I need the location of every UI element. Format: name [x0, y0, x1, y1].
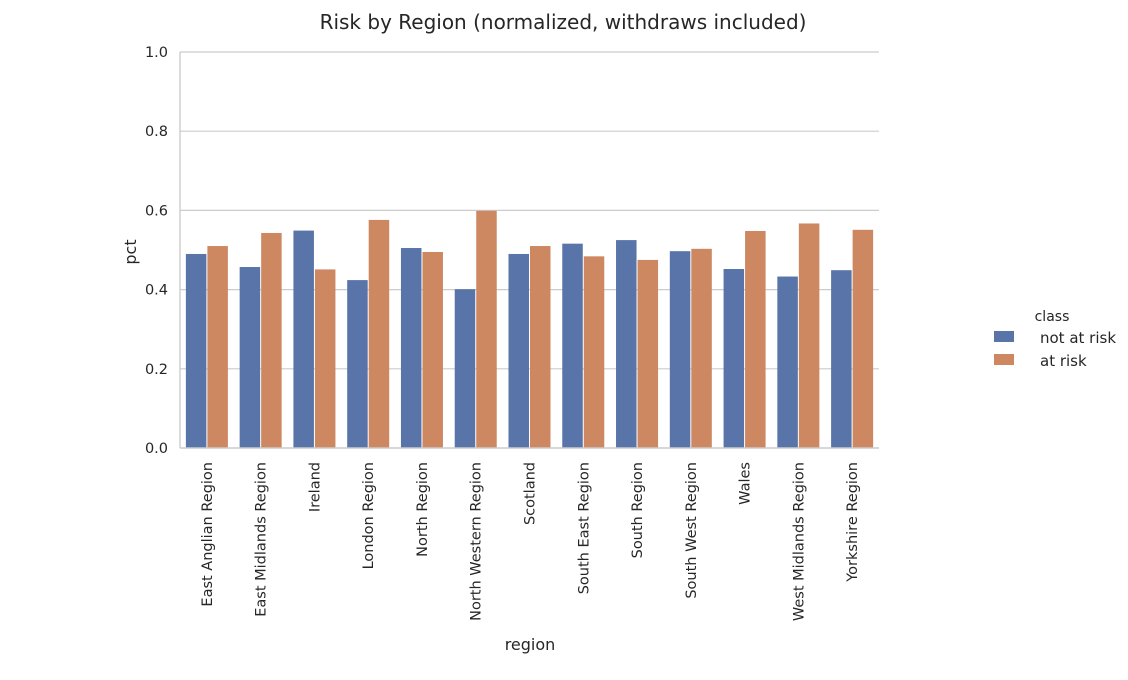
- x-tick-label: South West Region: [684, 462, 700, 599]
- legend-label: not at risk: [1040, 329, 1116, 347]
- bar-not-at-risk: [454, 289, 476, 448]
- bar-at-risk: [852, 229, 874, 448]
- bar-at-risk: [637, 259, 659, 448]
- x-tick-label: London Region: [361, 462, 377, 569]
- bar-not-at-risk: [400, 248, 422, 448]
- x-tick-label: Ireland: [307, 462, 323, 512]
- y-tick-label: 0.8: [145, 124, 168, 140]
- bar-at-risk: [422, 251, 443, 448]
- legend-label: at risk: [1040, 352, 1087, 370]
- x-tick-label: East Anglian Region: [200, 462, 216, 607]
- bar-at-risk: [314, 269, 336, 448]
- legend-swatch: [994, 354, 1014, 365]
- x-tick-labels: East Anglian Region East Midlands Region I…: [200, 462, 861, 621]
- x-tick-label: West Midlands Region: [791, 462, 807, 621]
- bar-not-at-risk: [508, 253, 529, 448]
- bar-not-at-risk: [562, 243, 583, 448]
- bar-at-risk: [745, 230, 766, 448]
- x-tick-label: North Region: [415, 462, 431, 557]
- bar-not-at-risk: [616, 240, 637, 448]
- bar-not-at-risk: [239, 267, 261, 448]
- bar-not-at-risk: [831, 270, 852, 448]
- y-axis-label: pct: [121, 239, 140, 264]
- bar-at-risk: [207, 246, 228, 448]
- x-tick-label: East Midlands Region: [254, 462, 270, 617]
- y-tick-label: 0.0: [145, 441, 168, 457]
- y-tick-label: 0.2: [145, 362, 168, 378]
- legend-title: class: [1035, 309, 1070, 325]
- gridlines: [180, 51, 879, 370]
- bar-at-risk: [691, 248, 712, 448]
- x-tick-label: South Region: [630, 462, 646, 558]
- y-tick-label: 0.4: [145, 283, 168, 299]
- bar-not-at-risk: [347, 280, 368, 448]
- x-axis-label: region: [505, 635, 556, 654]
- bar-at-risk: [530, 246, 551, 448]
- y-tick-labels: 0.0 0.2 0.4 0.6 0.8 1.0: [145, 45, 168, 457]
- legend: class not at risk at risk: [994, 309, 1116, 370]
- bar-not-at-risk: [185, 253, 207, 448]
- x-tick-label: Wales: [738, 462, 754, 505]
- bar-at-risk: [368, 219, 390, 448]
- bar-at-risk: [261, 232, 282, 448]
- bar-at-risk: [583, 256, 605, 448]
- bar-at-risk: [798, 223, 820, 448]
- x-tick-label: North Western Region: [469, 462, 485, 621]
- bar-at-risk: [476, 210, 497, 448]
- bar-not-at-risk: [777, 276, 798, 448]
- axes: [179, 52, 879, 449]
- x-tick-label: Scotland: [523, 462, 539, 525]
- y-tick-label: 0.6: [145, 203, 168, 219]
- bar-not-at-risk: [669, 251, 691, 448]
- y-tick-label: 1.0: [145, 45, 168, 61]
- chart-title: Risk by Region (normalized, withdraws in…: [320, 10, 807, 34]
- bar-not-at-risk: [723, 269, 745, 448]
- x-tick-label: South East Region: [576, 462, 592, 594]
- bars: [185, 210, 874, 448]
- bar-not-at-risk: [293, 230, 314, 448]
- legend-swatch: [994, 331, 1014, 342]
- x-tick-label: Yorkshire Region: [845, 462, 861, 583]
